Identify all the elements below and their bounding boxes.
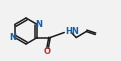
Text: HN: HN <box>65 28 79 36</box>
Text: O: O <box>44 47 51 56</box>
Text: N: N <box>35 20 42 29</box>
Text: N: N <box>10 33 17 42</box>
